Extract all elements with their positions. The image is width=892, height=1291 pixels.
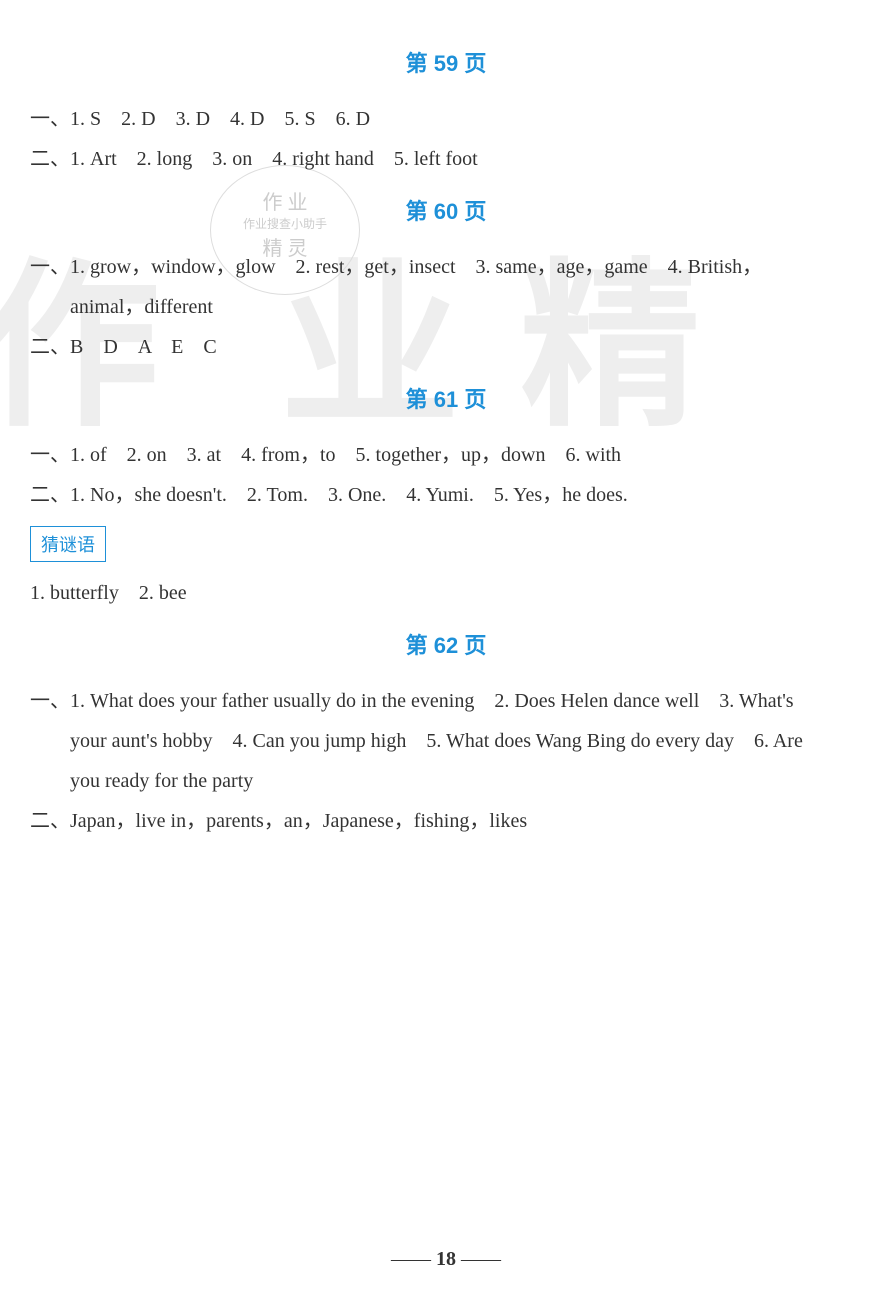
p60-line-3: 二、B D A E C xyxy=(30,328,862,366)
header-p61: 第 61 页 xyxy=(30,382,862,414)
p59-line-2: 二、1. Art 2. long 3. on 4. right hand 5. … xyxy=(30,140,862,178)
header-p62: 第 62 页 xyxy=(30,628,862,660)
header-p59: 第 59 页 xyxy=(30,46,862,78)
p62-line-2: your aunt's hobby 4. Can you jump high 5… xyxy=(30,722,862,760)
riddle-label: 猜谜语 xyxy=(30,526,106,562)
footer-page-number: 18 xyxy=(436,1248,456,1270)
footer-prefix: —— xyxy=(391,1248,431,1270)
riddle-answers: 1. butterfly 2. bee xyxy=(30,574,862,612)
document-content: 第 59 页 一、1. S 2. D 3. D 4. D 5. S 6. D 二… xyxy=(30,46,862,840)
footer-suffix: —— xyxy=(461,1248,501,1270)
header-p60: 第 60 页 xyxy=(30,194,862,226)
page-footer: —— 18 —— xyxy=(0,1248,892,1271)
p60-line-2: animal，different xyxy=(30,288,862,326)
p59-line-1: 一、1. S 2. D 3. D 4. D 5. S 6. D xyxy=(30,100,862,138)
p62-line-4: 二、Japan，live in，parents，an，Japanese，fish… xyxy=(30,802,862,840)
p60-line-1: 一、1. grow，window，glow 2. rest，get，insect… xyxy=(30,248,862,286)
p61-line-2: 二、1. No，she doesn't. 2. Tom. 3. One. 4. … xyxy=(30,476,862,514)
p61-line-1: 一、1. of 2. on 3. at 4. from，to 5. togeth… xyxy=(30,436,862,474)
p62-line-3: you ready for the party xyxy=(30,762,862,800)
p62-line-1: 一、1. What does your father usually do in… xyxy=(30,682,862,720)
